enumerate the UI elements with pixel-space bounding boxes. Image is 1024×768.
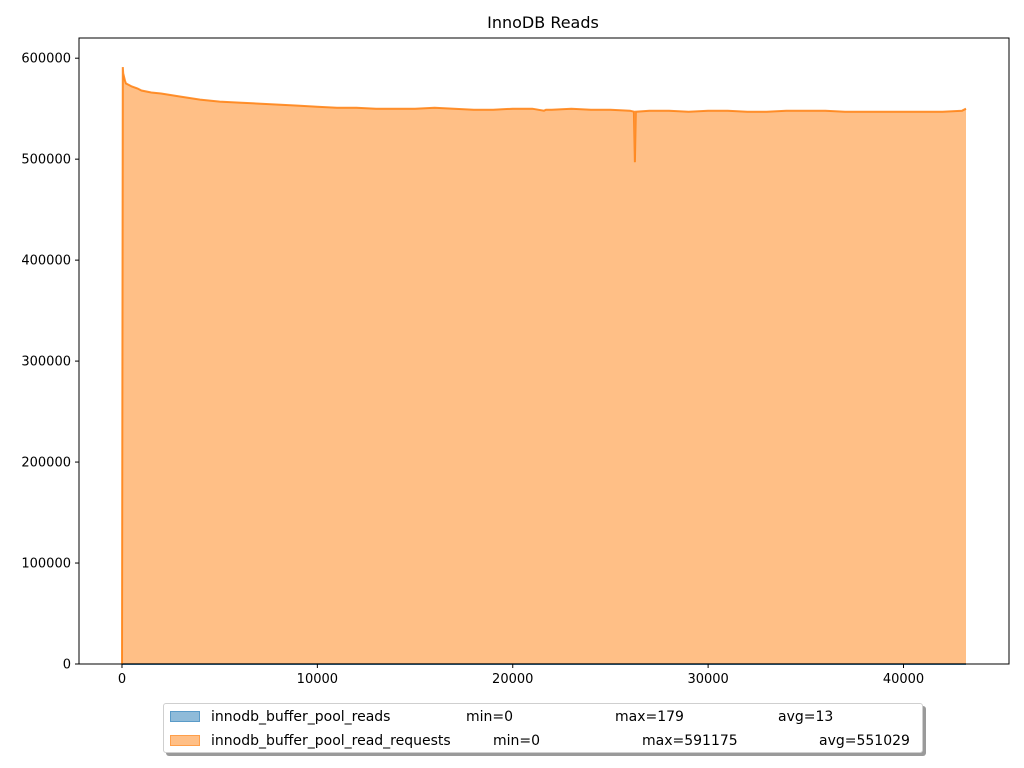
y-tick-label: 100000	[21, 557, 71, 572]
series-line-1	[121, 67, 967, 665]
legend-entry-read-requests: innodb_buffer_pool_read_requests min=0 m…	[164, 731, 922, 753]
x-tick-label: 0	[118, 672, 126, 687]
y-tick-label: 0	[63, 658, 71, 673]
legend-swatch-reads	[170, 711, 200, 722]
legend-max-value: max=591175	[642, 733, 738, 749]
legend-series-name: innodb_buffer_pool_reads	[211, 709, 391, 725]
y-tick-label: 300000	[21, 355, 71, 370]
series-area-1	[122, 67, 966, 665]
legend-max-value: max=179	[615, 709, 684, 725]
x-tick-label: 20000	[492, 672, 533, 687]
plot-frame	[78, 37, 1010, 665]
legend-min-value: min=0	[466, 709, 514, 725]
legend-swatch-read-requests	[170, 735, 200, 746]
x-tick-label: 30000	[687, 672, 728, 687]
legend-avg-value: avg=13	[778, 709, 834, 725]
legend-avg-value: avg=551029	[819, 733, 910, 749]
y-tick-label: 200000	[21, 456, 71, 471]
legend-series-name: innodb_buffer_pool_read_requests	[211, 733, 451, 749]
y-tick-label: 500000	[21, 153, 71, 168]
legend: innodb_buffer_pool_reads min=0 max=179 a…	[163, 703, 923, 753]
y-tick-label: 400000	[21, 254, 71, 269]
chart-title: InnoDB Reads	[487, 13, 599, 32]
legend-entry-reads: innodb_buffer_pool_reads min=0 max=179 a…	[164, 707, 922, 729]
axes: 0 10000 20000 30000 400000100000200000300000…	[21, 37, 1010, 687]
y-tick-label: 600000	[21, 52, 71, 67]
x-tick-label: 40000	[883, 672, 924, 687]
legend-min-value: min=0	[493, 733, 541, 749]
x-tick-label: 10000	[297, 672, 338, 687]
plot-area	[121, 67, 967, 665]
